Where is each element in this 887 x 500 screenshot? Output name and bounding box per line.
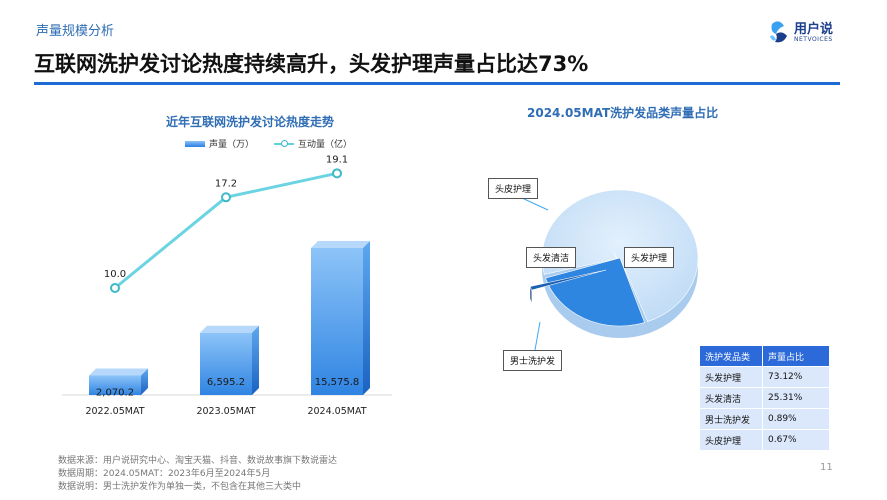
legend-item-volume: 声量（万） [185, 137, 254, 150]
bar-value-label: 6,595.2 [207, 377, 245, 388]
netvoices-logo-icon [770, 21, 787, 43]
pie-label-mens-hair: 男士洗护发 [503, 350, 563, 371]
footer-notes: 数据来源：用户说研究中心、淘宝天猫、抖音、数说故事旗下数说雷达 数据周期：202… [58, 455, 337, 494]
bar-value-label: 2,070.2 [96, 387, 134, 398]
logo-subtitle: NETVOICES [794, 36, 833, 43]
line-point [110, 283, 120, 293]
left-chart-title: 近年互联网洗护发讨论热度走势 [166, 115, 335, 129]
x-tick-label: 2023.05MAT [196, 406, 255, 417]
right-chart-title: 2024.05MAT洗护发品类声量占比 [527, 106, 719, 120]
pie-slice-hair-cleaning [545, 257, 645, 327]
table-cell-category: 头发清洁 [700, 388, 762, 408]
footer-note-source: 数据来源：用户说研究中心、淘宝天猫、抖音、数说故事旗下数说雷达 [58, 456, 338, 466]
left-chart-legend: 声量（万） 互动量（亿） [185, 137, 352, 150]
x-tick-label: 2024.05MAT [307, 406, 366, 417]
pie-slice-side [530, 286, 532, 303]
table-cell-category: 男士洗护发 [700, 409, 762, 429]
table-header-category: 洗护发品类 [700, 346, 762, 366]
table-row: 男士洗护发 0.89% [700, 409, 829, 429]
bar-top [89, 368, 148, 376]
table-row: 头发清洁 25.31% [700, 388, 829, 408]
legend-label-volume: 声量（万） [209, 140, 255, 150]
legend-bar-swatch [185, 140, 205, 147]
line-value-label: 17.2 [215, 178, 237, 189]
pie-label-scalp-care: 头皮护理 [488, 178, 539, 199]
legend-line-swatch [274, 139, 295, 147]
bar-side [363, 241, 370, 395]
pie-label-hair-cleaning: 头发清洁 [526, 247, 577, 268]
table-cell-category: 头皮护理 [700, 430, 762, 450]
bar [311, 248, 363, 395]
brand-logo: 用户说 NETVOICES [768, 20, 833, 46]
leader-scalp-care [521, 197, 549, 211]
bar [200, 332, 252, 395]
pie-slice-hair-care [541, 189, 699, 322]
category-share-table: 洗护发品类 声量占比 头发护理 73.12% 头发清洁 25.31% 男士洗护发… [699, 345, 830, 451]
footer-note-period: 数据周期：2024.05MAT：2023年6月至2024年5月 [58, 469, 271, 479]
legend-item-interaction: 互动量（亿） [274, 137, 352, 150]
table-cell-category: 头发护理 [700, 367, 762, 387]
bar-top [311, 241, 370, 248]
footer-note-explanation: 数据说明：男士洗护发作为单独一类，不包含在其他三大类中 [58, 482, 302, 492]
page-number: 11 [820, 462, 833, 473]
pie-slice-group [529, 269, 607, 303]
bar-side [252, 325, 259, 395]
table-row: 头发护理 73.12% [700, 367, 829, 387]
table-cell-share: 73.12% [763, 367, 829, 387]
table-cell-share: 0.89% [763, 409, 829, 429]
x-tick-label: 2022.05MAT [85, 406, 144, 417]
leader-mens-hair [534, 321, 541, 351]
bar [89, 375, 141, 395]
logo-name: 用户说 [794, 22, 834, 37]
section-title: 声量规模分析 [36, 24, 115, 39]
headline-divider [34, 82, 840, 85]
table-cell-share: 0.67% [763, 430, 829, 450]
pie-label-hair-care: 头发护理 [624, 247, 675, 268]
line-point [332, 168, 342, 179]
table-cell-share: 25.31% [763, 388, 829, 408]
legend-label-interaction: 互动量（亿） [298, 140, 353, 150]
bar-top [200, 325, 259, 333]
bar-side [141, 368, 148, 395]
bar-value-label: 15,575.8 [315, 377, 360, 388]
page-headline: 互联网洗护发讨论热度持续高升，头发护理声量占比达73% [34, 52, 589, 76]
pie-slice-group [541, 189, 699, 322]
table-header-row: 洗护发品类 声量占比 [700, 346, 829, 366]
line-value-label: 19.1 [326, 154, 348, 165]
pie-slice-group [545, 257, 645, 327]
pie-slice-mens-hair [529, 269, 607, 291]
table-header-share: 声量占比 [763, 346, 829, 366]
line-value-label: 10.0 [104, 269, 126, 280]
line-point [221, 192, 231, 203]
table-row: 头皮护理 0.67% [700, 430, 829, 450]
